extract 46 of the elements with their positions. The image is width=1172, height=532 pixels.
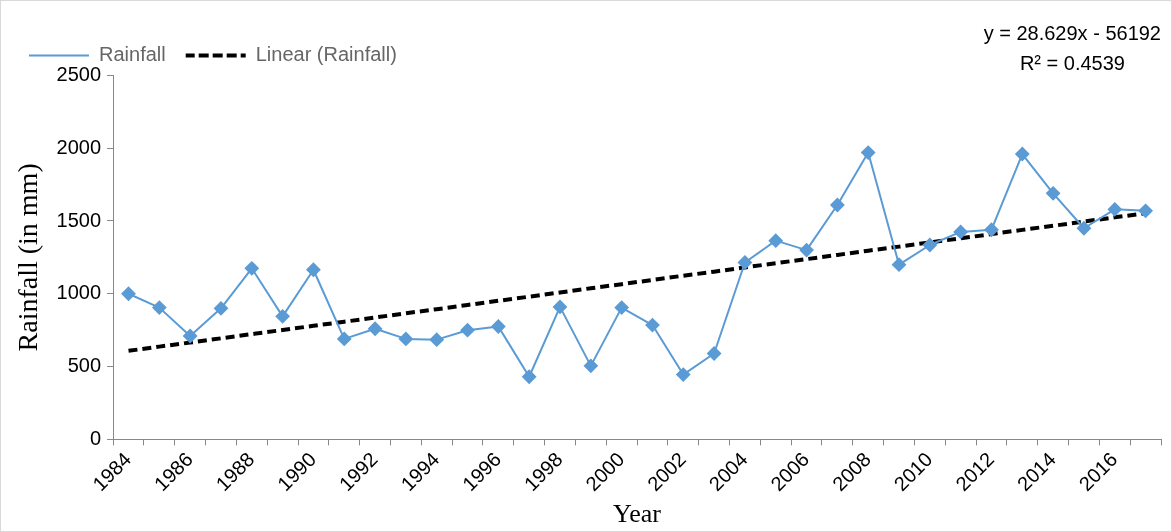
point: [707, 346, 722, 361]
y-tick-label: 1500: [56, 208, 102, 231]
y-tick-label: 500: [67, 354, 102, 377]
point: [429, 332, 444, 347]
point: [213, 301, 228, 316]
point: [552, 299, 567, 314]
point: [368, 321, 383, 336]
point: [1046, 186, 1061, 201]
point: [830, 197, 845, 212]
legend-label: Rainfall: [99, 42, 166, 65]
point: [522, 369, 537, 384]
point: [491, 319, 506, 334]
x-axis-title: Year: [613, 499, 662, 529]
point: [737, 255, 752, 270]
legend-label: Linear (Rainfall): [255, 42, 397, 65]
y-tick-label: 1000: [56, 281, 102, 304]
point: [892, 257, 907, 272]
text: y = 28.629x - 56192: [983, 21, 1161, 44]
point: [306, 262, 321, 277]
point: [152, 300, 167, 315]
point: [768, 233, 783, 248]
point: [984, 222, 999, 237]
point: [583, 358, 598, 373]
point: [922, 238, 937, 253]
y-tick-label: 2000: [56, 135, 102, 158]
point: [1076, 221, 1091, 236]
y-axis-title: Rainfall (in mm): [12, 163, 44, 352]
point: [676, 367, 691, 382]
point: [244, 261, 259, 276]
point: [1015, 147, 1030, 162]
point: [183, 329, 198, 343]
y-tick-label: 2500: [56, 62, 102, 85]
point: [614, 300, 629, 315]
point: [121, 286, 136, 301]
text: R² = 0.4539: [1019, 51, 1125, 74]
point: [1107, 202, 1122, 217]
point: [799, 243, 814, 258]
y-tick-label: 0: [89, 426, 102, 449]
point: [861, 145, 876, 160]
point: [953, 224, 968, 239]
point: [337, 331, 352, 346]
point: [275, 309, 290, 324]
point: [460, 323, 475, 338]
point: [1138, 203, 1153, 218]
point: [398, 331, 413, 346]
point: [645, 318, 660, 333]
